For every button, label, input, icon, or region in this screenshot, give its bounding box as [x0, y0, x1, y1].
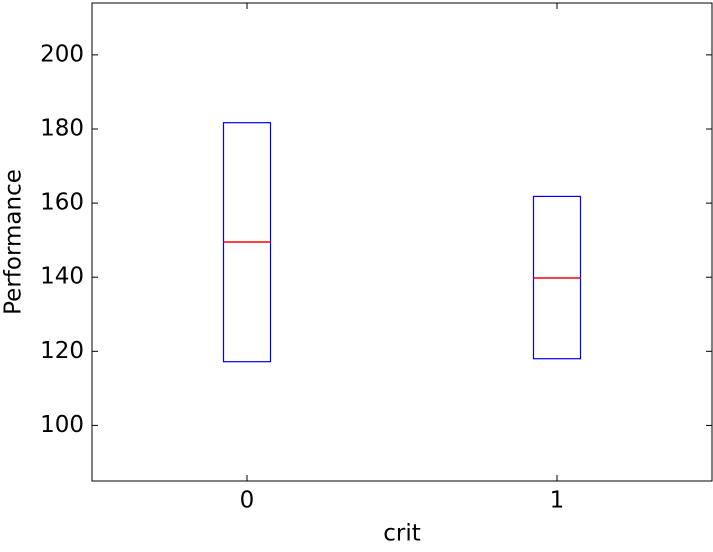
y-tick-label: 120: [40, 338, 84, 364]
y-axis-label: Performance: [1, 169, 27, 315]
y-tick-label: 200: [40, 41, 84, 67]
x-tick-label: 0: [240, 488, 255, 514]
x-tick-label: 1: [550, 488, 565, 514]
plot-frame: [91, 2, 713, 482]
y-tick-label: 140: [40, 264, 84, 290]
y-tick-label: 160: [40, 190, 84, 216]
y-tick-label: 100: [40, 412, 84, 438]
y-tick-label: 180: [40, 115, 84, 141]
x-axis-label: crit: [383, 521, 421, 547]
